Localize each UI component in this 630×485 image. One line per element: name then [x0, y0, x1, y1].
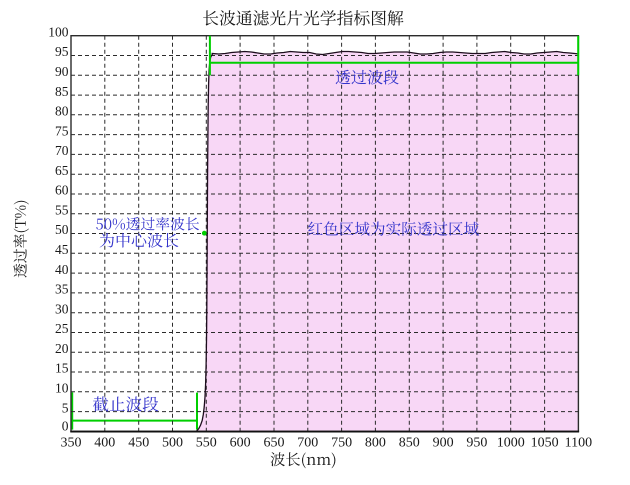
svg-text:1000: 1000: [497, 436, 525, 451]
svg-text:75: 75: [55, 123, 69, 138]
svg-text:800: 800: [365, 436, 386, 451]
svg-text:65: 65: [55, 163, 69, 178]
svg-text:900: 900: [433, 436, 454, 451]
svg-text:750: 750: [331, 436, 352, 451]
svg-text:0: 0: [62, 419, 69, 434]
svg-text:25: 25: [55, 321, 69, 336]
svg-text:80: 80: [55, 104, 69, 119]
svg-text:950: 950: [466, 436, 487, 451]
svg-text:550: 550: [196, 436, 217, 451]
svg-text:450: 450: [128, 436, 149, 451]
svg-text:600: 600: [230, 436, 251, 451]
svg-text:30: 30: [55, 301, 69, 316]
svg-text:15: 15: [55, 361, 69, 376]
svg-text:50: 50: [55, 222, 69, 237]
svg-text:400: 400: [94, 436, 115, 451]
svg-text:5: 5: [62, 400, 69, 415]
svg-text:1100: 1100: [565, 436, 592, 451]
svg-text:60: 60: [55, 183, 69, 198]
svg-text:700: 700: [297, 436, 318, 451]
svg-text:350: 350: [61, 436, 82, 451]
svg-text:10: 10: [55, 381, 69, 396]
svg-text:500: 500: [162, 436, 183, 451]
svg-text:85: 85: [55, 84, 69, 99]
svg-text:100: 100: [48, 24, 69, 39]
svg-text:650: 650: [264, 436, 285, 451]
svg-text:40: 40: [55, 262, 69, 277]
svg-text:70: 70: [55, 143, 69, 158]
svg-text:95: 95: [55, 44, 69, 59]
svg-text:35: 35: [55, 282, 69, 297]
svg-text:1050: 1050: [531, 436, 559, 451]
svg-text:45: 45: [55, 242, 69, 257]
svg-text:850: 850: [399, 436, 420, 451]
svg-text:55: 55: [55, 203, 69, 218]
svg-text:90: 90: [55, 64, 69, 79]
svg-text:20: 20: [55, 341, 69, 356]
